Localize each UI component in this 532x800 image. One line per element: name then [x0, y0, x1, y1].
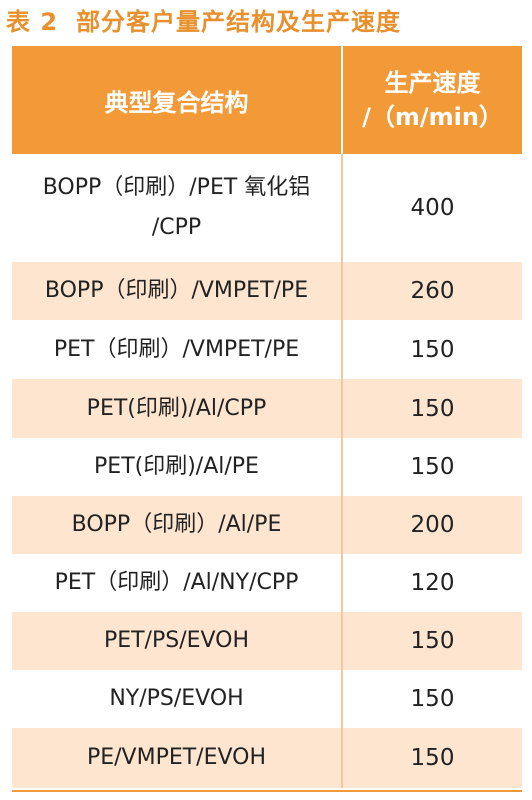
cell-structure: BOPP（印刷）/PET 氧化铝 /CPP	[42, 175, 311, 240]
cell-structure: PET(印刷)/Al/CPP	[86, 395, 267, 421]
cell-speed: 120	[341, 554, 522, 612]
table-row: BOPP（印刷）/PET 氧化铝 /CPP 400	[12, 154, 522, 262]
cell-speed: 150	[341, 379, 522, 438]
table-row: PET（印刷）/VMPET/PE 150	[12, 320, 522, 379]
cell-structure: PET（印刷）/Al/NY/CPP	[54, 570, 299, 595]
cell-speed: 150	[341, 320, 522, 379]
cell-speed: 400	[341, 154, 522, 262]
cell-speed: 150	[341, 612, 522, 670]
table-row: BOPP（印刷）/Al/PE 200	[12, 496, 522, 554]
data-table: 典型复合结构 生产速度 /（m/min） BOPP（印刷）/PET 氧化铝 /C…	[12, 46, 522, 788]
table-row: NY/PS/EVOH 150	[12, 670, 522, 728]
table-row: PET/PS/EVOH 150	[12, 612, 522, 670]
cell-speed: 200	[341, 496, 522, 554]
cell-structure: NY/PS/EVOH	[109, 686, 244, 711]
cell-structure: PET（印刷）/VMPET/PE	[53, 336, 300, 362]
table-row: PET(印刷)/Al/CPP 150	[12, 379, 522, 438]
cell-structure: PE/VMPET/EVOH	[86, 745, 267, 770]
table-row: PE/VMPET/EVOH 150	[12, 728, 522, 788]
table-row: PET（印刷）/Al/NY/CPP 120	[12, 554, 522, 612]
table-row: BOPP（印刷）/VMPET/PE 260	[12, 262, 522, 320]
header-speed: 生产速度 /（m/min）	[341, 46, 522, 154]
cell-speed: 260	[341, 262, 522, 320]
cell-speed: 150	[341, 670, 522, 728]
table-header: 典型复合结构 生产速度 /（m/min）	[12, 46, 522, 154]
header-speed-line1: 生产速度	[384, 69, 481, 97]
cell-structure: PET(印刷)/Al/PE	[94, 454, 259, 479]
table-bottom-rule	[12, 790, 522, 792]
header-structure: 典型复合结构	[104, 88, 249, 117]
cell-speed: 150	[341, 438, 522, 496]
cell-structure: BOPP（印刷）/Al/PE	[71, 512, 282, 537]
table-number: 表 2	[6, 8, 59, 36]
cell-structure: BOPP（印刷）/VMPET/PE	[44, 278, 309, 303]
table-row: PET(印刷)/Al/PE 150	[12, 438, 522, 496]
cell-structure: PET/PS/EVOH	[103, 628, 250, 653]
table-caption: 表 2 部分客户量产结构及生产速度	[6, 4, 401, 40]
table-title: 部分客户量产结构及生产速度	[76, 8, 402, 36]
header-speed-unit: /（m/min）	[362, 103, 503, 131]
cell-speed: 150	[341, 728, 522, 788]
